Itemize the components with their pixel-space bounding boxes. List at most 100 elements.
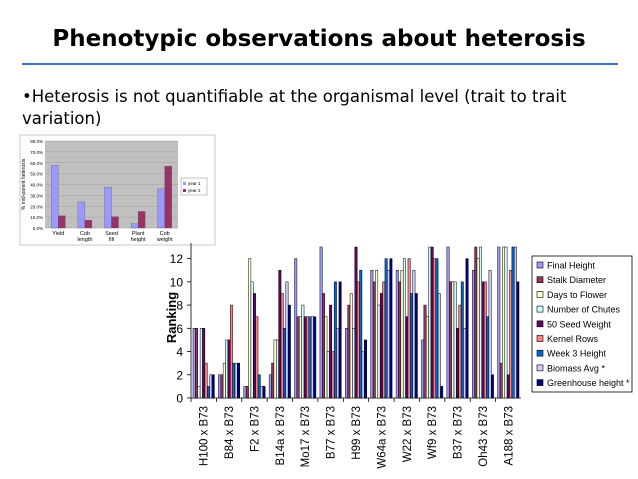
chart2-bar [400, 269, 404, 399]
chart2-bar [250, 281, 254, 399]
chart2-bar [352, 328, 356, 399]
chart2-bar [476, 258, 480, 399]
chart2-legend-swatch [536, 335, 544, 342]
chart2-bar [446, 246, 450, 399]
chart2-category-label: Wf9 x B73 [427, 406, 439, 459]
chart2-bar [471, 269, 475, 399]
chart2-bar [453, 281, 457, 399]
chart1-ytick-label: 20.0% [30, 204, 43, 209]
chart2-bar [395, 269, 399, 399]
chart2-bar [245, 386, 249, 399]
chart2-bar [506, 374, 510, 399]
chart2-bar [243, 386, 247, 399]
chart2-ytick-label: 12 [170, 252, 184, 266]
chart2-bar [372, 281, 376, 399]
chart2-bar [511, 246, 515, 399]
chart2-bar [248, 258, 252, 399]
chart2-bar [197, 386, 201, 399]
chart2-bar [209, 374, 213, 399]
chart2-bar [451, 281, 455, 399]
chart2-legend-label: Kernel Rows [547, 334, 599, 344]
chart2-legend-swatch [536, 349, 544, 357]
chart2-bar [502, 246, 505, 399]
chart2-bar [333, 281, 337, 399]
chart1-legend-label: year 1 [188, 181, 201, 186]
chart1-category-label: height [131, 237, 146, 243]
chart2-ytick-label: 8 [176, 299, 183, 313]
chart2-legend-label: Stalk Diameter [547, 275, 606, 285]
chart2-bar [414, 293, 418, 399]
chart2-bar [287, 304, 291, 399]
chart2-bar [356, 281, 360, 399]
chart2-bar [326, 351, 330, 399]
chart1-category-label: Cob [160, 231, 170, 237]
chart1-ytick-label: 40.0% [30, 183, 43, 188]
chart1-category-label: Cob [80, 231, 90, 237]
chart2-bar [294, 258, 298, 399]
chart2-legend-label: Greenhouse height * [547, 378, 630, 388]
chart2-bar [222, 362, 226, 399]
chart2-bar [425, 316, 429, 399]
chart2-category-label: B37 x B73 [453, 406, 465, 459]
chart1-legend-swatch [183, 182, 186, 185]
chart2-bar [421, 339, 425, 399]
chart2-legend-label: 50 Seed Weight [547, 319, 611, 329]
chart2-bar [440, 386, 444, 399]
chart1-category-label: Yield [52, 231, 64, 237]
chart2-bar [349, 293, 353, 399]
chart2-bar [490, 374, 494, 399]
chart2-bar [407, 258, 411, 399]
chart2-bar [278, 269, 282, 399]
chart2-bar [361, 351, 365, 399]
chart2-bar [306, 316, 310, 399]
chart2-ytick-label: 0 [176, 392, 183, 406]
chart2-category-label: H99 x B73 [351, 406, 363, 460]
chart2-bar [299, 316, 302, 399]
chart2-bar [338, 281, 342, 399]
chart2-bar [324, 316, 328, 399]
chart2-bar [435, 258, 439, 399]
chart2-category-label: B14a x B73 [275, 406, 287, 465]
chart2-bar [234, 362, 238, 399]
chart2-bar [336, 328, 340, 399]
chart2-bar [237, 362, 241, 399]
chart2-legend-label: Biomass Avg * [547, 363, 605, 373]
chart2-bar [232, 362, 236, 399]
chart2-bar [428, 246, 432, 399]
chart2-legend-swatch [536, 305, 544, 313]
chart1-ytick-label: 10.0% [30, 215, 43, 220]
chart1-bar [51, 165, 59, 229]
chart2-bar [225, 339, 229, 399]
chart2-bar [375, 269, 379, 399]
chart2-bar [448, 281, 452, 399]
chart2-legend-swatch [536, 364, 544, 372]
chart1-category-label: fill [109, 237, 114, 243]
chart2-bar [303, 316, 307, 399]
chart2-bar [262, 386, 266, 399]
chart2-bar [319, 246, 323, 399]
chart2-bar [207, 386, 210, 399]
chart2-legend-swatch [536, 291, 544, 298]
chart1-ytick-label: 70.0% [30, 150, 43, 155]
chart2-bar [481, 281, 485, 399]
chart2-category-label: Oh43 x B73 [478, 406, 490, 467]
chart1-y-axis-title: % mid-parent heterosis [21, 158, 27, 210]
chart2-category-label: W64a x B73 [376, 406, 388, 469]
chart1-bar [84, 220, 93, 229]
chart2-bar [199, 328, 203, 399]
chart2-bar [456, 328, 459, 399]
chart1-bar [58, 215, 66, 229]
chart1-ytick-label: 50.0% [30, 172, 43, 177]
chart2-bar [463, 328, 467, 399]
chart1-legend-swatch [183, 189, 186, 192]
chart2-bar [379, 293, 383, 399]
chart2-bar [308, 316, 312, 399]
chart2-category-label: Mo17 x B73 [300, 406, 312, 467]
chart1-ytick-label: 0.0% [33, 226, 43, 231]
chart1-bar [104, 186, 112, 229]
chart2-bar [382, 281, 386, 399]
chart2-bar [268, 374, 272, 399]
chart2-bar [253, 293, 256, 399]
chart2-bar [465, 258, 469, 399]
chart2-bar [283, 328, 287, 399]
